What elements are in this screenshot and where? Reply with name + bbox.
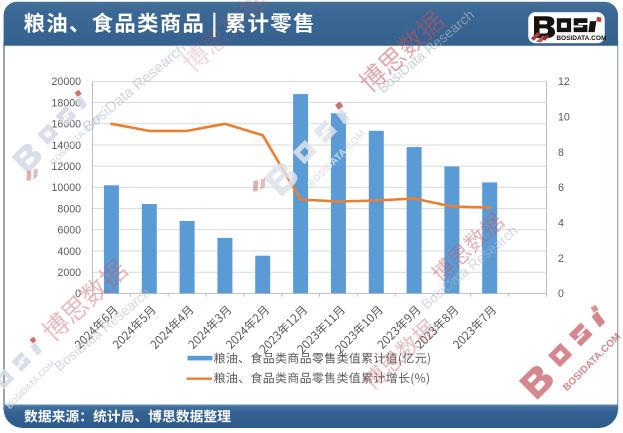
- svg-text:2: 2: [558, 253, 564, 265]
- svg-text:6: 6: [558, 182, 564, 194]
- svg-text:6000: 6000: [57, 225, 81, 237]
- svg-text:0: 0: [558, 288, 564, 300]
- svg-text:8: 8: [558, 147, 564, 159]
- svg-text:4: 4: [558, 218, 564, 230]
- svg-text:10: 10: [558, 112, 570, 124]
- svg-text:20000: 20000: [52, 76, 82, 88]
- svg-text:0: 0: [75, 288, 81, 300]
- svg-text:4000: 4000: [57, 246, 81, 258]
- svg-text:8000: 8000: [57, 203, 81, 215]
- svg-text:12000: 12000: [52, 161, 82, 173]
- svg-text:2000: 2000: [57, 267, 81, 279]
- svg-text:12: 12: [558, 76, 570, 88]
- svg-text:10000: 10000: [52, 182, 82, 194]
- svg-text:BOSIDATA.COM: BOSIDATA.COM: [556, 35, 606, 42]
- svg-text:18000: 18000: [52, 97, 82, 109]
